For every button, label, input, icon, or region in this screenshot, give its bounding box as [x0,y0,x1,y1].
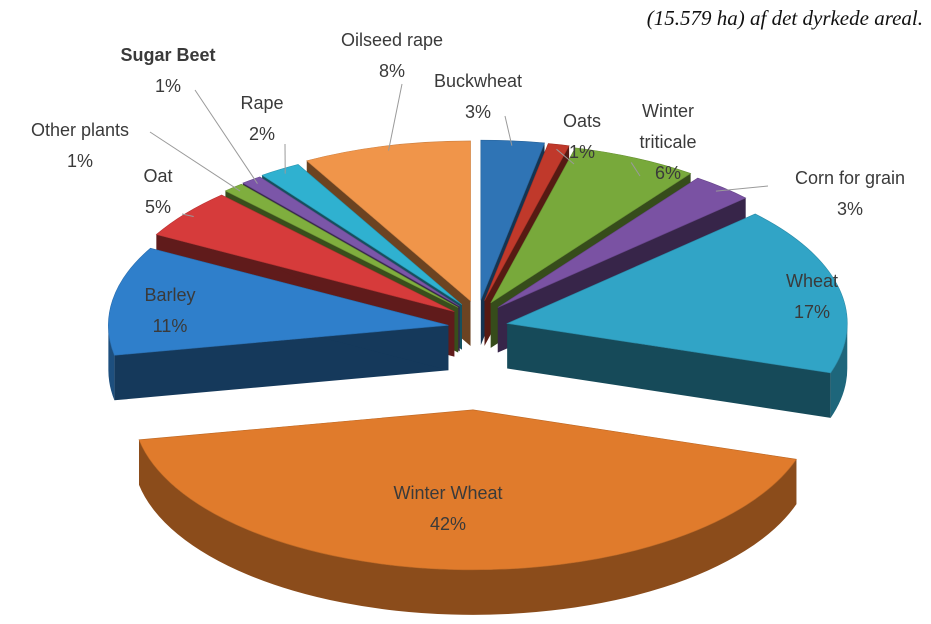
label-value: 8% [378,61,405,81]
label-value: 17% [793,302,831,322]
label-value: 5% [144,197,172,217]
label-value: 1% [66,151,93,171]
slice [155,194,455,312]
label-name: Sugar Beet [120,45,216,65]
label-name: Oat [143,166,173,186]
label-value: 11% [152,316,188,336]
leader-line [504,115,513,146]
label-value: 42% [429,514,467,534]
data-label: Oilseed rape 8% [341,25,443,87]
leader-line [194,89,258,184]
leader-line [630,162,641,177]
data-label: Rape 2% [240,88,283,150]
slice-side [138,439,797,615]
label-name: Rape [240,93,284,113]
leader-line [715,185,769,192]
slice [138,409,797,571]
label-value: 1% [568,142,596,162]
data-label: Wheat 17% [786,266,838,328]
data-label: Corn for grain 3% [795,163,905,225]
slice [261,164,463,305]
label-name: Winter Wheat [393,483,503,503]
slice [506,213,848,374]
slice [490,147,692,304]
label-name: Barley [144,285,196,305]
slice [242,176,460,307]
data-label: Oats 1% [563,106,601,168]
label-name: Other plants [30,120,130,140]
label-value: 6% [654,163,681,183]
data-label: Winter triticale 6% [622,96,714,189]
data-label: Buckwheat 3% [434,66,522,128]
data-label: Oat 5% [143,161,172,223]
data-label: Barley 11% [144,280,195,342]
slice [497,177,747,308]
slice [224,183,459,308]
data-label: Sugar Beet 1% [120,40,215,102]
label-name: Buckwheat [433,71,523,91]
label-name: Winter triticale [639,101,697,152]
label-value: 3% [836,199,863,219]
leader-line [556,148,575,165]
slice-face [507,323,831,418]
label-value: 2% [248,124,275,144]
leader-line [388,83,403,151]
leader-line [149,131,241,192]
slice [480,139,545,301]
label-value: 1% [154,76,181,96]
slice [484,143,570,301]
caption: (15.579 ha) af det dyrkede areal. [646,6,923,30]
label-name: Oilseed rape [340,30,444,50]
label-name: Oats [562,111,602,131]
data-label: Winter Wheat 42% [393,478,502,540]
slice-side [830,323,848,418]
label-name: Wheat [785,271,839,291]
data-label: Other plants 1% [31,115,129,177]
label-value: 3% [464,102,491,122]
leader-line [181,213,194,217]
label-name: Corn for grain [794,168,906,188]
slice [306,140,471,302]
slice-side [108,325,115,401]
slice [108,247,449,356]
